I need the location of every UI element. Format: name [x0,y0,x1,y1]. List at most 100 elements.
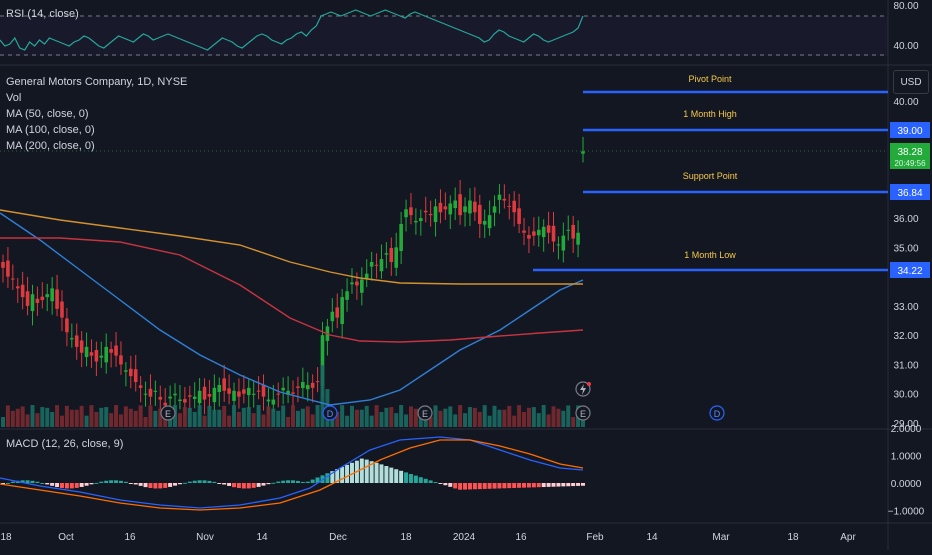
macd-hist-bar [202,480,207,483]
macd-hist-bar [576,483,581,486]
candle-body [512,200,516,213]
candle-body [404,209,408,218]
volume-bar [566,405,571,427]
volume-bar [300,408,305,427]
macd-hist-bar [438,483,443,484]
volume-bar [153,410,158,427]
volume-bar [571,416,576,427]
candle-body [15,286,20,289]
volume-bar [477,411,482,427]
candle-body [114,345,118,356]
volume-bar [50,411,55,427]
level-label: 1 Month Low [684,250,736,260]
candle-body [409,207,413,216]
candle-body [571,224,575,239]
macd-label[interactable]: MACD (12, 26, close, 9) [6,438,124,450]
volume-bar [551,406,556,427]
event-marker-text: E [580,409,586,419]
volume-bar [59,415,64,427]
macd-hist-bar [448,483,453,487]
candle-body [369,262,374,267]
volume-bar [531,407,536,427]
current-price-badge [890,143,930,169]
macd-hist-bar [546,483,551,487]
macd-hist-bar [359,458,364,483]
event-marker [709,405,725,421]
candle-body [74,335,79,347]
volume-bar [236,411,241,427]
candle-body [561,235,566,251]
volume-bar [546,414,551,427]
macd-hist-bar [266,483,271,485]
volume-bar [364,405,369,427]
macd-hist-bar [423,478,428,483]
symbol-title[interactable]: General Motors Company, 1D, NYSE [6,76,188,88]
candle-body [384,253,389,255]
macd-tick: 0.0000 [891,479,922,490]
time-axis-label: Apr [840,532,856,543]
macd-hist-bar [556,483,561,487]
candle-body [286,390,290,395]
candle-body [482,221,487,225]
macd-hist-bar [408,474,413,483]
volume-bar [158,408,163,427]
macd-hist-bar [246,483,251,489]
candle-body [202,386,207,400]
volume-label[interactable]: Vol [6,92,22,104]
candle-body [399,223,403,252]
candle-body [197,390,202,404]
candle-body [448,203,453,215]
macd-hist-bar [222,483,227,485]
level-price-badge [890,122,930,138]
candle-body [394,247,399,268]
candle-body [477,204,482,224]
candle-body [50,288,54,302]
macd-hist-bar [443,483,448,486]
candle-body [55,289,59,309]
macd-hist-bar [236,483,241,489]
candle-body [79,340,84,353]
rsi-legend: RSI (14, close) [6,6,79,22]
candle-body [581,151,585,154]
time-axis-label: 16 [124,532,136,543]
volume-bar [286,416,291,427]
macd-hist-bar [143,483,148,488]
macd-hist-bar [187,481,192,483]
macd-hist-bar [325,473,330,483]
volume-bar [369,415,374,427]
candle-body [556,244,561,246]
candle-body [20,284,25,298]
macd-histogram [1,458,585,490]
currency-button[interactable]: USD [893,70,929,94]
candle-body [414,221,418,223]
candle-body [25,291,30,306]
macd-hist-bar [399,470,404,483]
ma100-label[interactable]: MA (100, close, 0) [6,124,95,136]
price-tick: 36.00 [893,214,918,225]
volume-bar [114,405,119,427]
ma200-label[interactable]: MA (200, close, 0) [6,140,95,152]
level-price-badge [890,184,930,200]
ma50-label[interactable]: MA (50, close, 0) [6,108,89,120]
candle-body [576,232,580,245]
candle-body [276,393,281,395]
volume-bar [512,415,517,427]
macd-hist-bar [232,483,237,488]
macd-hist-bar [261,483,266,486]
candle-body [345,291,349,300]
volume-bar [192,411,197,427]
candle-body [1,262,5,268]
volume-bar [320,365,325,427]
volume-bars [1,365,585,427]
macd-hist-bar [581,483,585,486]
macd-hist-bar [571,483,576,487]
volume-bar [35,413,40,427]
candle-body [340,297,344,325]
volume-bar [315,405,320,427]
level-price-badge-text: 34.22 [897,266,922,277]
volume-bar [187,407,192,427]
candle-body [35,298,40,303]
candle-body [158,396,163,400]
